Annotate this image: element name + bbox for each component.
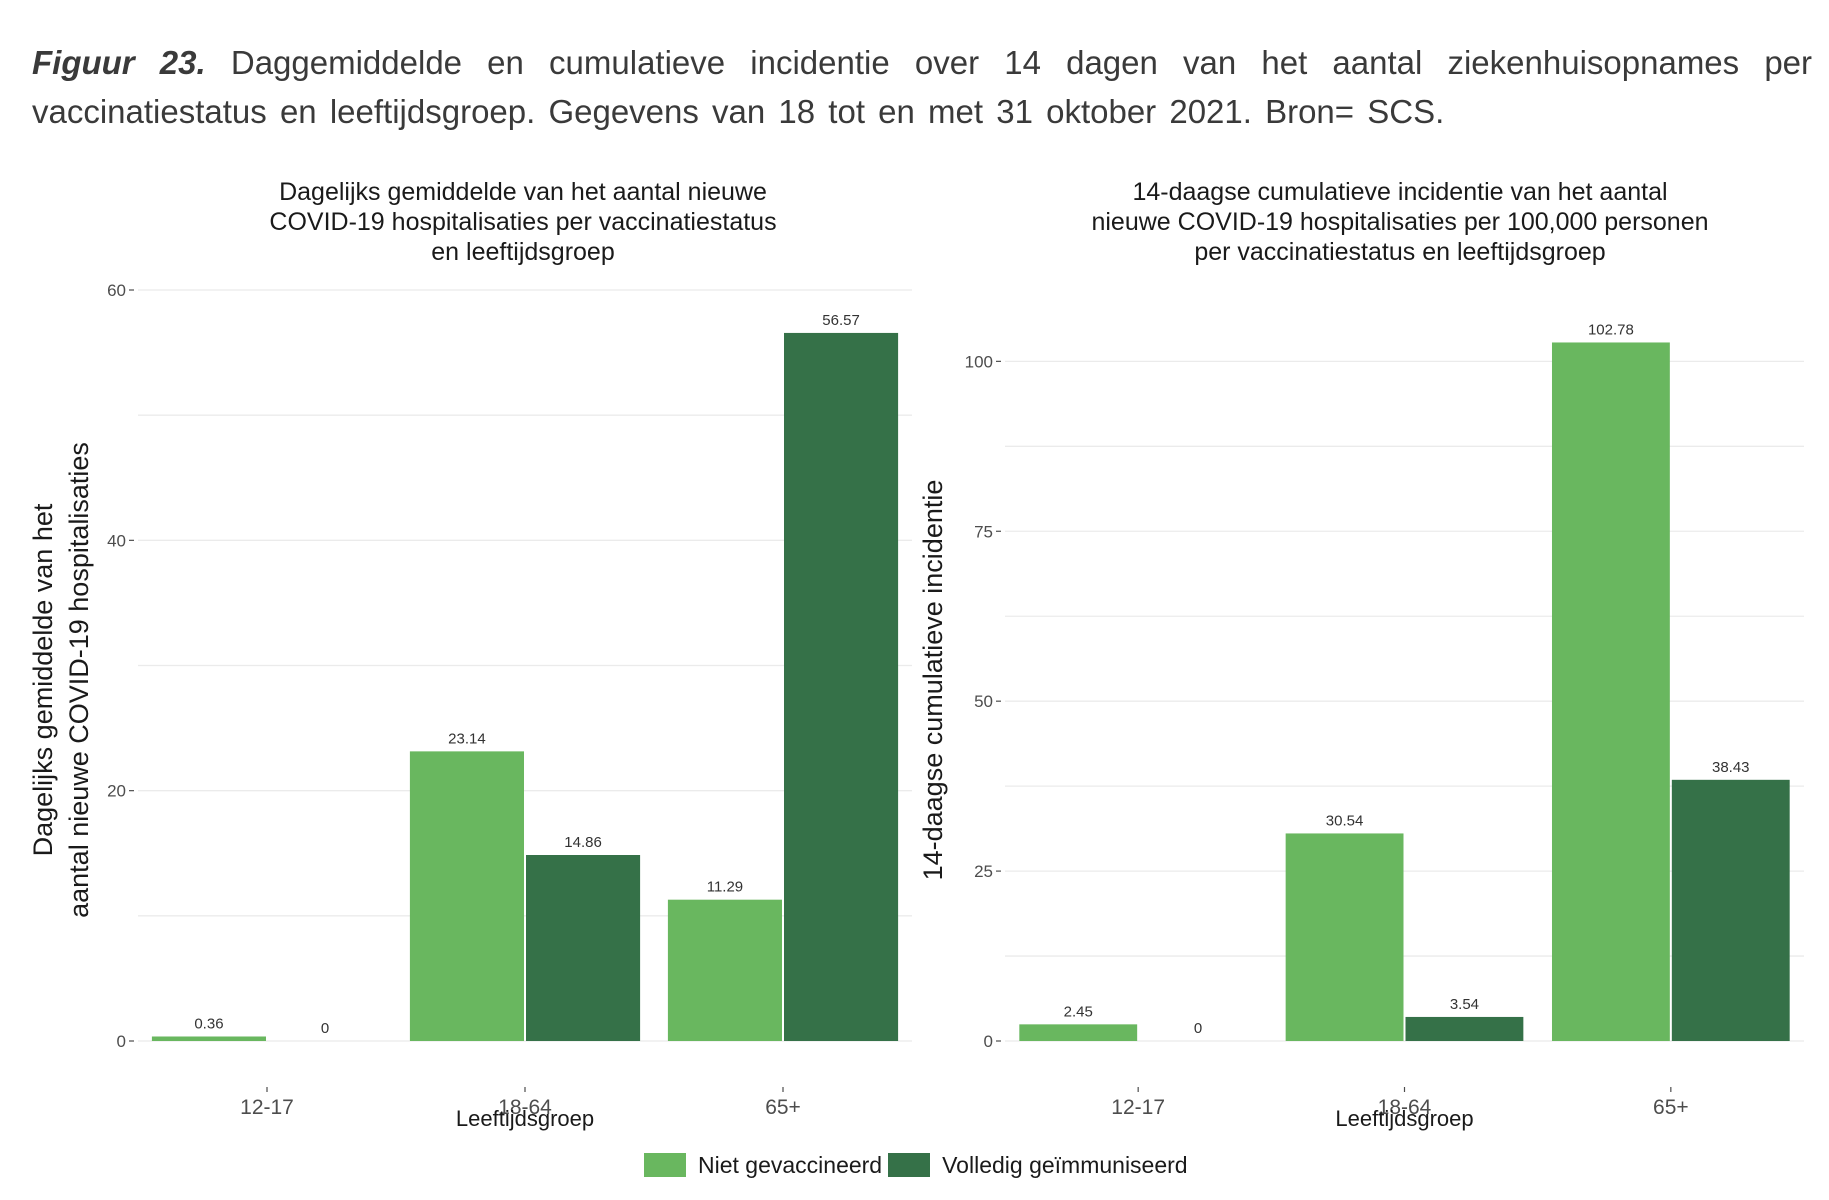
bar-niet-gevaccineerd-18-64 [409,751,524,1041]
x-tick-label: 65+ [765,1096,801,1119]
data-label-niet-gevaccineerd-12-17: 2.45 [1064,1003,1093,1020]
figure-caption: Figuur 23. Daggemiddelde en cumulatieve … [32,38,1812,136]
chart-title-line: Dagelijks gemiddelde van het aantal nieu… [279,178,767,206]
legend-swatch-niet-gevaccineerd [644,1153,686,1177]
legend-swatch-volledig-geimmuniseerd [888,1153,931,1177]
chart-cumulative-incidence: 14-daagse cumulatieve incidentie van het… [918,178,1804,1131]
y-axis-label-line: Dagelijks gemiddelde van het [28,503,58,856]
legend-label-volledig-geimmuniseerd: Volledig geïmmuniseerd [942,1151,1188,1178]
chart-title-line: COVID-19 hospitalisaties per vaccinaties… [269,208,776,236]
y-tick-label: 20 [107,782,126,801]
chart-title-line: en leeftijdsgroep [431,238,614,266]
data-label-niet-gevaccineerd-12-17: 0.36 [194,1015,223,1032]
data-label-volledig-geimmuniseerd-65+: 38.43 [1712,759,1750,776]
data-label-niet-gevaccineerd-18-64: 30.54 [1326,812,1364,829]
bar-niet-gevaccineerd-12-17 [1019,1024,1138,1041]
y-tick-label: 25 [974,862,993,881]
x-tick-label: 12-17 [1111,1096,1165,1119]
bar-niet-gevaccineerd-18-64 [1285,833,1404,1041]
x-tick-label: 18-64 [498,1096,552,1119]
x-axis-label: Leeftijdsgroep [456,1106,594,1131]
x-tick-label: 12-17 [240,1096,294,1119]
y-axis-label-line: aantal nieuwe COVID-19 hospitalisaties [64,442,94,918]
legend-item-niet-gevaccineerd: Niet gevaccineerd [644,1152,882,1179]
bar-volledig-geimmuniseerd-65+ [784,332,899,1042]
chart-title-line: 14-daagse cumulatieve incidentie van het… [1132,178,1667,206]
data-label-niet-gevaccineerd-65+: 11.29 [707,879,743,896]
y-tick-label: 0 [984,1032,993,1051]
data-label-volledig-geimmuniseerd-65+: 56.57 [822,312,860,329]
x-tick-label: 18-64 [1378,1096,1432,1119]
legend: Niet gevaccineerd Volledig geïmmuniseerd [644,1148,1194,1182]
y-tick-label: 40 [107,531,126,550]
data-label-volledig-geimmuniseerd-18-64: 3.54 [1450,996,1479,1013]
bar-niet-gevaccineerd-65+ [667,899,782,1041]
x-tick-label: 65+ [1653,1096,1689,1119]
figure-label: Figuur 23. [32,44,206,81]
data-label-volledig-geimmuniseerd-18-64: 14.86 [564,834,602,851]
data-label-volledig-geimmuniseerd-12-17: 0 [321,1020,329,1037]
data-label-niet-gevaccineerd-65+: 102.78 [1588,321,1634,338]
bar-niet-gevaccineerd-65+ [1551,342,1670,1042]
y-axis-label-line: 14-daagse cumulatieve incidentie [918,480,948,881]
caption-text: Daggemiddelde en cumulatieve incidentie … [32,44,1813,130]
legend-label-niet-gevaccineerd: Niet gevaccineerd [698,1151,883,1178]
data-label-niet-gevaccineerd-18-64: 23.14 [448,730,486,747]
bar-niet-gevaccineerd-12-17 [151,1036,266,1041]
chart-daily-average: Dagelijks gemiddelde van het aantal nieu… [28,178,912,1131]
chart-title-line: per vaccinatiestatus en leeftijdsgroep [1194,238,1605,266]
x-axis-label: Leeftijdsgroep [1335,1106,1473,1131]
chart-title-line: nieuwe COVID-19 hospitalisaties per 100,… [1091,208,1708,236]
data-label-volledig-geimmuniseerd-12-17: 0 [1194,1020,1202,1037]
legend-item-volledig-geimmuniseerd: Volledig geïmmuniseerd [888,1151,1188,1179]
y-tick-label: 0 [117,1032,126,1051]
y-tick-label: 50 [974,692,993,711]
y-tick-label: 60 [107,281,126,300]
y-tick-label: 100 [965,352,993,371]
bar-volledig-geimmuniseerd-65+ [1671,779,1790,1041]
bar-volledig-geimmuniseerd-18-64 [526,855,641,1041]
y-tick-label: 75 [974,522,993,541]
bar-volledig-geimmuniseerd-18-64 [1405,1016,1524,1041]
